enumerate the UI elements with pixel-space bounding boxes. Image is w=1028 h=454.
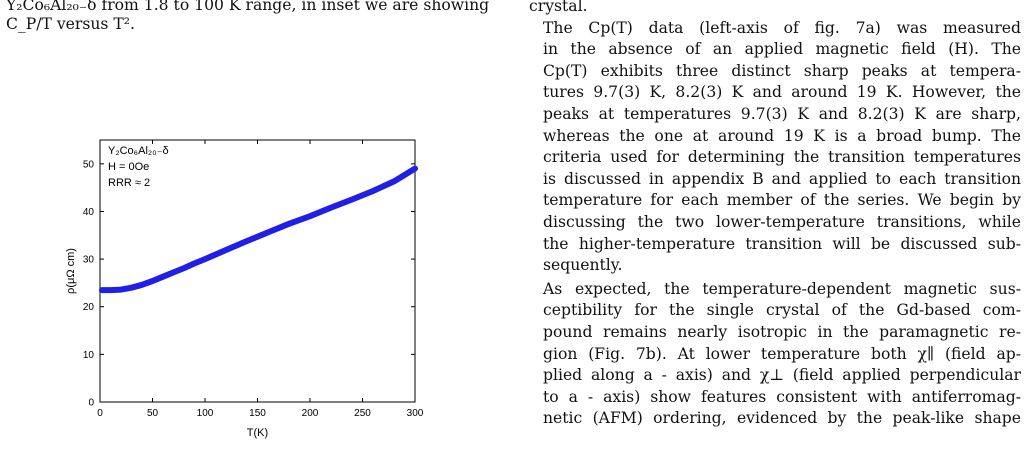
text-line: netic (AFM) ordering, evidenced by the p…	[543, 409, 1021, 428]
y-tick-label: 30	[83, 255, 95, 266]
text-line: crystal.	[529, 0, 588, 15]
x-tick-label: 0	[97, 408, 103, 419]
resistivity-series-line	[98, 165, 418, 294]
x-tick-label: 150	[249, 408, 266, 419]
y-tick-label: 20	[83, 302, 95, 313]
right-column: crystal. The Cp(T) data (left-axis of fi…	[529, 0, 1021, 430]
text-line: peaks at temperatures 9.7(3) K and 8.2(3…	[543, 104, 1021, 123]
text-line: tures 9.7(3) K, 8.2(3) K and around 19 K…	[543, 83, 1021, 102]
caption-line: C_P/T versus T².	[6, 15, 135, 33]
text-line: gion (Fig. 7b). At lower temperature bot…	[543, 344, 1021, 363]
y-axis-label: ρ(μΩ cm)	[65, 248, 77, 294]
text-line: ceptibility for the single crystal of th…	[543, 301, 1021, 320]
text-line: in the absence of an applied magnetic fi…	[543, 40, 1021, 59]
text-line: to a - axis) show features consistent wi…	[543, 387, 1021, 406]
x-tick-label: 50	[147, 408, 159, 419]
text-line: the higher-temperature transition will b…	[543, 234, 1021, 253]
chart-annotation: Y₂Co₆Al₂₀₋δ	[108, 145, 169, 157]
y-tick-label: 50	[83, 159, 95, 170]
text-line: discussing the two lower-temperature tra…	[543, 212, 1021, 231]
paragraph-top: crystal.	[529, 0, 1021, 18]
text-line: pound remains nearly isotropic in the pa…	[543, 322, 1021, 341]
text-line: criteria used for determining the transi…	[543, 148, 1021, 167]
text-line: Cp(T) exhibits three distinct sharp peak…	[543, 61, 1021, 80]
x-tick-label: 300	[407, 408, 424, 419]
left-column: Y₂Co₆Al₂₀₋δ from 1.8 to 100 K range, in …	[0, 0, 500, 454]
x-tick-label: 100	[197, 408, 214, 419]
chart-annotation: RRR ≈ 2	[108, 177, 150, 189]
caption-line: Y₂Co₆Al₂₀₋δ from 1.8 to 100 K range, in …	[6, 0, 490, 14]
y-tick-label: 10	[83, 350, 95, 361]
text-line: plied along a - axis) and χ⊥ (field appl…	[543, 366, 1021, 385]
text-line: sequently.	[543, 256, 623, 275]
figure-caption: Y₂Co₆Al₂₀₋δ from 1.8 to 100 K range, in …	[6, 0, 498, 34]
x-axis-label: T(K)	[247, 427, 268, 439]
text-line: temperature for each member of the serie…	[543, 191, 1021, 210]
text-line: As expected, the temperature-dependent m…	[543, 279, 1021, 298]
paragraph-1: The Cp(T) data (left-axis of fig. 7a) wa…	[529, 18, 1021, 277]
chart-annotation: H = 0Oe	[108, 161, 149, 173]
x-tick-label: 250	[354, 408, 371, 419]
text-line: The Cp(T) data (left-axis of fig. 7a) wa…	[543, 18, 1021, 37]
paragraph-2: As expected, the temperature-dependent m…	[529, 279, 1021, 430]
resistivity-chart: 0 50 100 150 200 250 300 0 10 20 30 40 50 T(K) ρ(μΩ cm…	[65, 139, 424, 439]
y-tick-label: 40	[83, 207, 95, 218]
x-tick-label: 200	[302, 408, 319, 419]
y-tick-label: 0	[88, 398, 94, 409]
text-line: is discussed in appendix B and applied t…	[543, 169, 1021, 188]
text-line: whereas the one at around 19 K is a broa…	[543, 126, 1021, 145]
